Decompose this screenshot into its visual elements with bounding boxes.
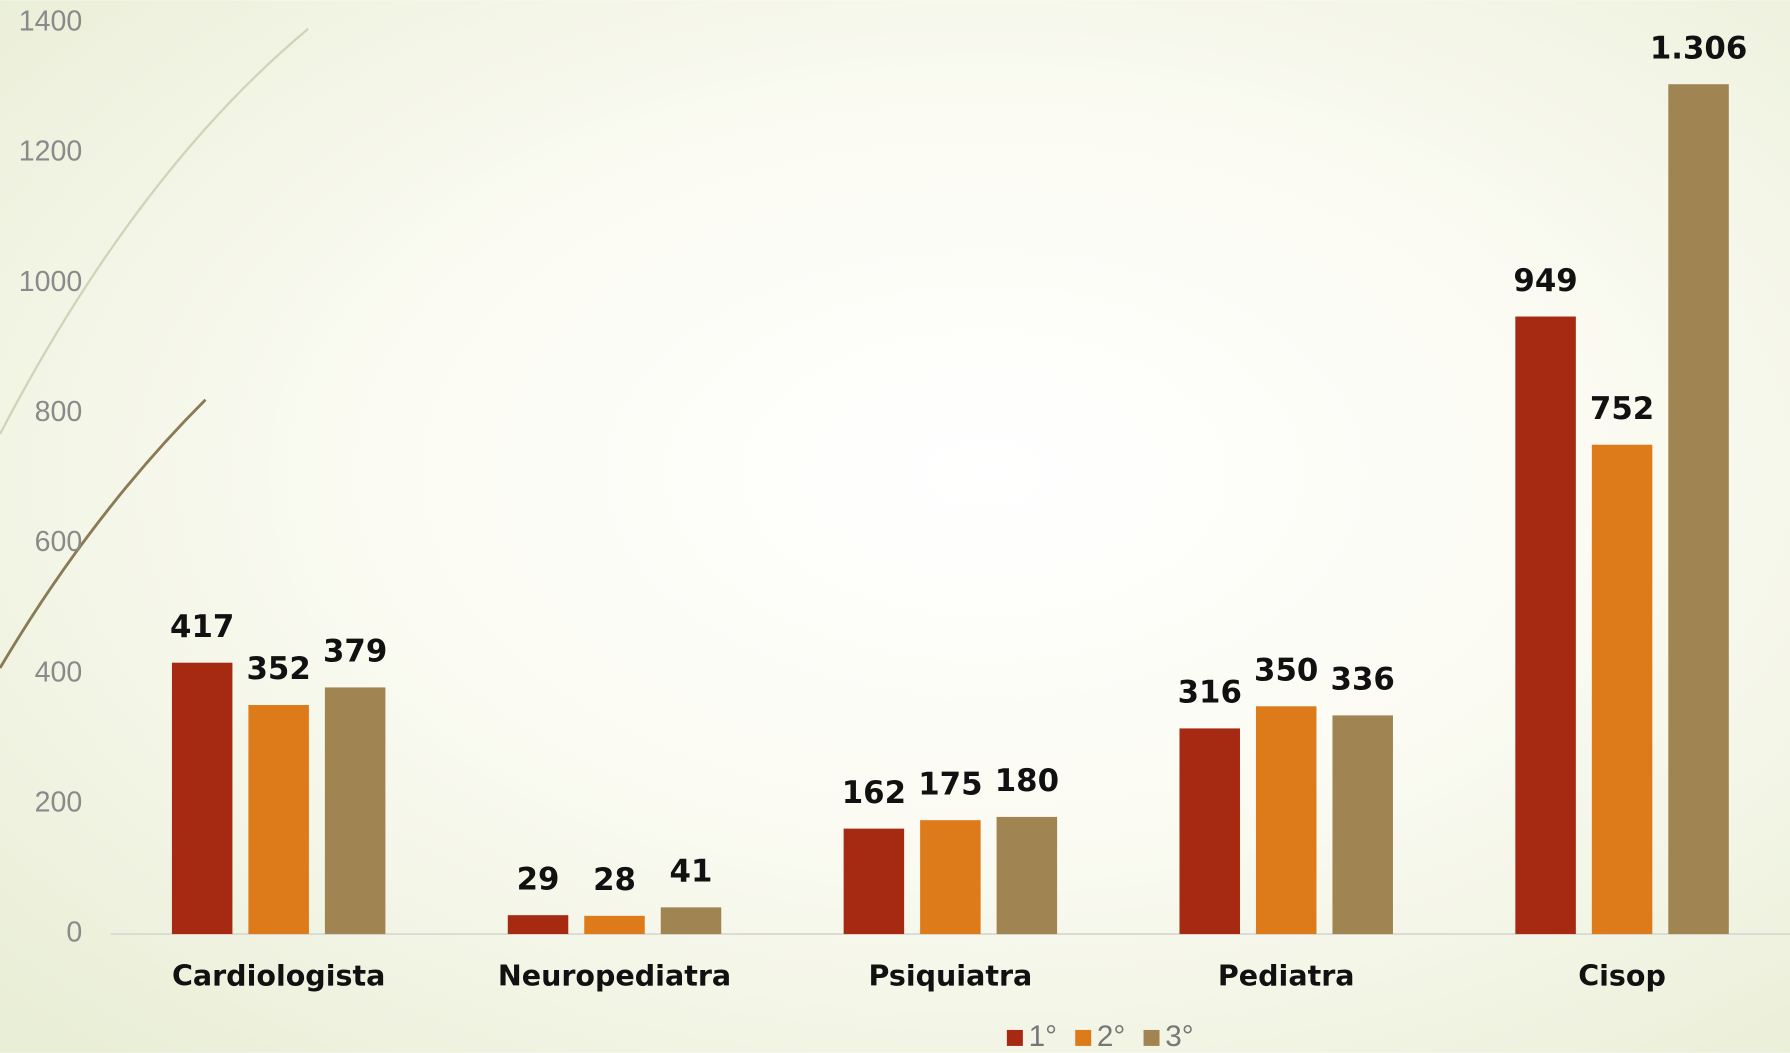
bar: [920, 820, 981, 935]
y-tick-label: 0: [66, 917, 82, 949]
legend-label: 2°: [1097, 1020, 1125, 1053]
x-tick-label: Psiquiatra: [868, 959, 1032, 992]
y-tick-label: 800: [35, 396, 83, 428]
bar: [1515, 316, 1576, 935]
legend-label: 1°: [1029, 1020, 1057, 1053]
legend-swatch: [1075, 1029, 1092, 1046]
y-tick-label: 200: [35, 786, 83, 818]
bar: [507, 915, 569, 935]
data-label: 316: [1178, 675, 1242, 711]
x-tick-label: Cardiologista: [172, 959, 385, 992]
bar: [584, 915, 645, 935]
bar: [171, 662, 233, 935]
x-tick-label: Neuropediatra: [498, 959, 731, 992]
bar: [1668, 84, 1729, 935]
y-tick-label: 600: [35, 526, 83, 558]
bar: [996, 816, 1058, 935]
legend-swatch: [1006, 1029, 1023, 1046]
data-label: 180: [995, 763, 1059, 799]
data-label: 336: [1331, 662, 1395, 698]
x-tick-label: Pediatra: [1218, 959, 1355, 992]
data-label: 162: [842, 775, 906, 811]
y-tick-label: 1400: [19, 6, 82, 38]
data-label: 352: [246, 651, 310, 687]
bar: [1255, 706, 1317, 935]
data-label: 417: [170, 609, 234, 645]
bar: [1332, 715, 1393, 935]
x-tick-label: Cisop: [1578, 959, 1666, 992]
bar: [248, 704, 309, 935]
y-tick-label: 400: [35, 656, 83, 688]
bar: [660, 907, 722, 935]
data-label: 175: [918, 766, 982, 802]
bar: [843, 828, 905, 935]
data-label: 41: [670, 854, 713, 890]
bar: [324, 687, 386, 935]
data-label: 949: [1513, 263, 1577, 299]
data-label: 350: [1254, 653, 1318, 689]
bar: [1179, 728, 1240, 935]
data-label: 1.306: [1650, 30, 1747, 66]
data-label: 752: [1590, 391, 1654, 427]
data-label: 29: [517, 861, 560, 897]
data-label: 379: [323, 634, 387, 670]
data-label: 28: [593, 862, 636, 898]
bar: [1591, 444, 1653, 935]
legend-swatch: [1143, 1029, 1160, 1046]
y-tick-label: 1000: [19, 266, 82, 298]
decor-curve: [0, 398, 207, 669]
y-tick-label: 1200: [19, 136, 82, 168]
legend-label: 3°: [1165, 1020, 1193, 1053]
decor-curve: [0, 27, 309, 435]
